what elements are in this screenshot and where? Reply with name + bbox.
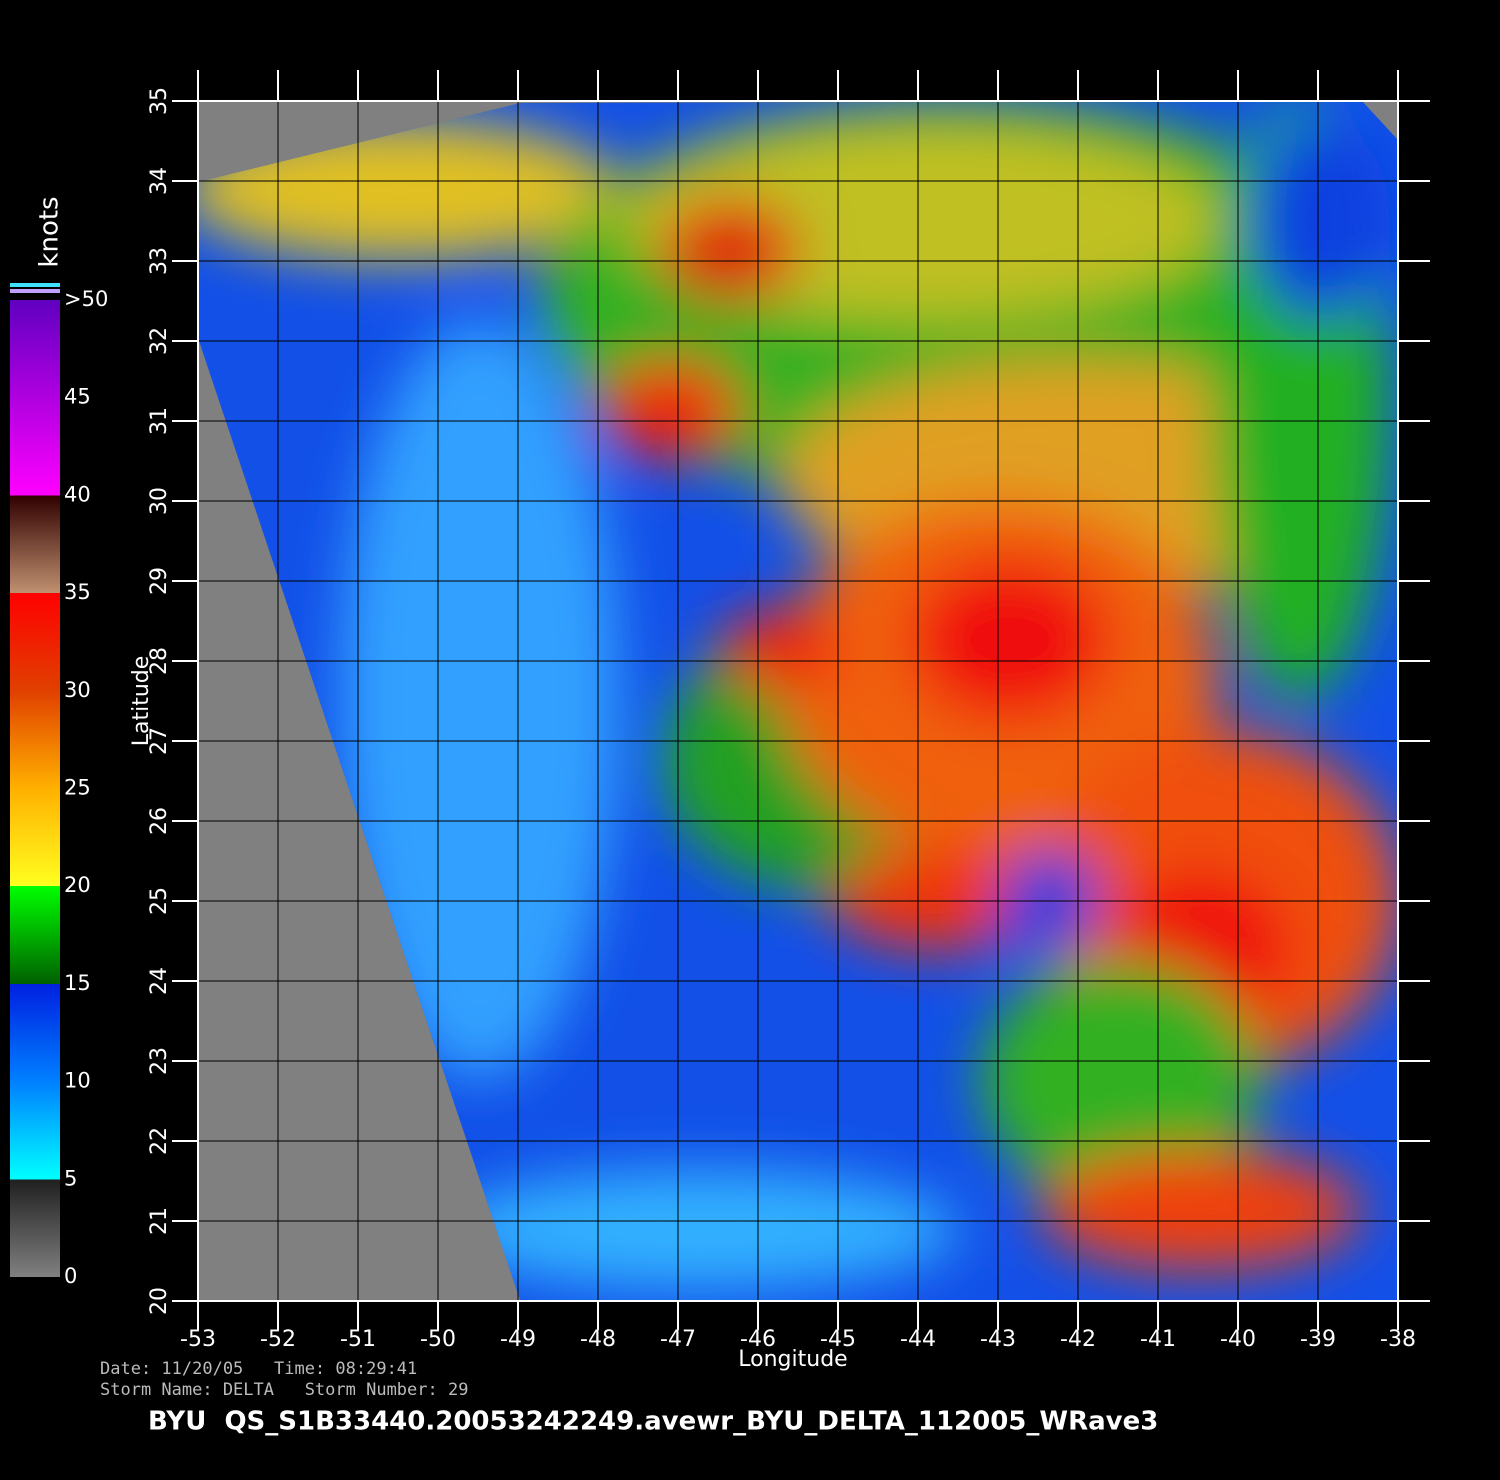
x-tick-label: -51 (340, 1327, 376, 1352)
x-tick-label: -41 (1140, 1327, 1176, 1352)
x-tick-label: -50 (420, 1327, 456, 1352)
y-tick-label: 25 (147, 887, 172, 915)
y-tick-label: 33 (147, 247, 172, 275)
y-tick-label: 34 (147, 167, 172, 195)
x-tick-label: -42 (1060, 1327, 1096, 1352)
colorbar-label: 35 (64, 580, 91, 604)
colorbar-label: 0 (64, 1264, 77, 1288)
x-tick-label: -47 (660, 1327, 696, 1352)
colorbar-cap (10, 283, 60, 287)
y-tick-label: 23 (147, 1047, 172, 1075)
x-tick-label: -38 (1380, 1327, 1416, 1352)
y-tick-label: 20 (147, 1287, 172, 1315)
y-tick-label: 29 (147, 567, 172, 595)
x-tick-label: -43 (980, 1327, 1016, 1352)
wind-field (198, 101, 1398, 1300)
y-tick-label: 35 (147, 87, 172, 115)
y-axis-label: Latitude (129, 656, 154, 747)
x-tick-label: -45 (820, 1327, 856, 1352)
y-tick-label: 22 (147, 1127, 172, 1155)
colorbar-label: 20 (64, 873, 91, 897)
x-tick-label: -53 (180, 1327, 216, 1352)
colorbar-label: 45 (64, 385, 91, 409)
colorbar-label: 5 (64, 1166, 77, 1190)
x-tick-label: -48 (580, 1327, 616, 1352)
x-tick-label: -44 (900, 1327, 936, 1352)
x-tick-label: -49 (500, 1327, 536, 1352)
colorbar-label: 40 (64, 482, 91, 506)
y-tick-label: 21 (147, 1207, 172, 1235)
colorbar-cap (10, 289, 60, 293)
x-tick-label: -40 (1220, 1327, 1256, 1352)
colorbar-label: >50 (64, 287, 108, 311)
storm-line: Storm Name: DELTA Storm Number: 29 (100, 1380, 468, 1400)
x-axis-label: Longitude (738, 1347, 847, 1372)
y-tick-label: 24 (147, 967, 172, 995)
colorbar-title: knots (35, 196, 65, 267)
colorbar-label: 15 (64, 971, 91, 995)
x-tick-label: -39 (1300, 1327, 1336, 1352)
x-tick-label: -52 (260, 1327, 296, 1352)
colorbar-label: 25 (64, 776, 91, 800)
map-frame (197, 100, 1399, 1302)
colorbar-label: 30 (64, 678, 91, 702)
filename: BYU QS_S1B33440.20053242249.avewr_BYU_DE… (148, 1407, 1158, 1437)
y-tick-label: 28 (147, 647, 172, 675)
y-tick-label: 27 (147, 727, 172, 755)
colorbar-label: 10 (64, 1069, 91, 1093)
y-tick-label: 30 (147, 487, 172, 515)
date-line: Date: 11/20/05 Time: 08:29:41 (100, 1359, 417, 1379)
graticule (172, 70, 1430, 1330)
y-tick-label: 26 (147, 807, 172, 835)
x-tick-label: -46 (740, 1327, 776, 1352)
colorbar (10, 300, 60, 1277)
y-tick-label: 32 (147, 327, 172, 355)
y-tick-label: 31 (147, 407, 172, 435)
